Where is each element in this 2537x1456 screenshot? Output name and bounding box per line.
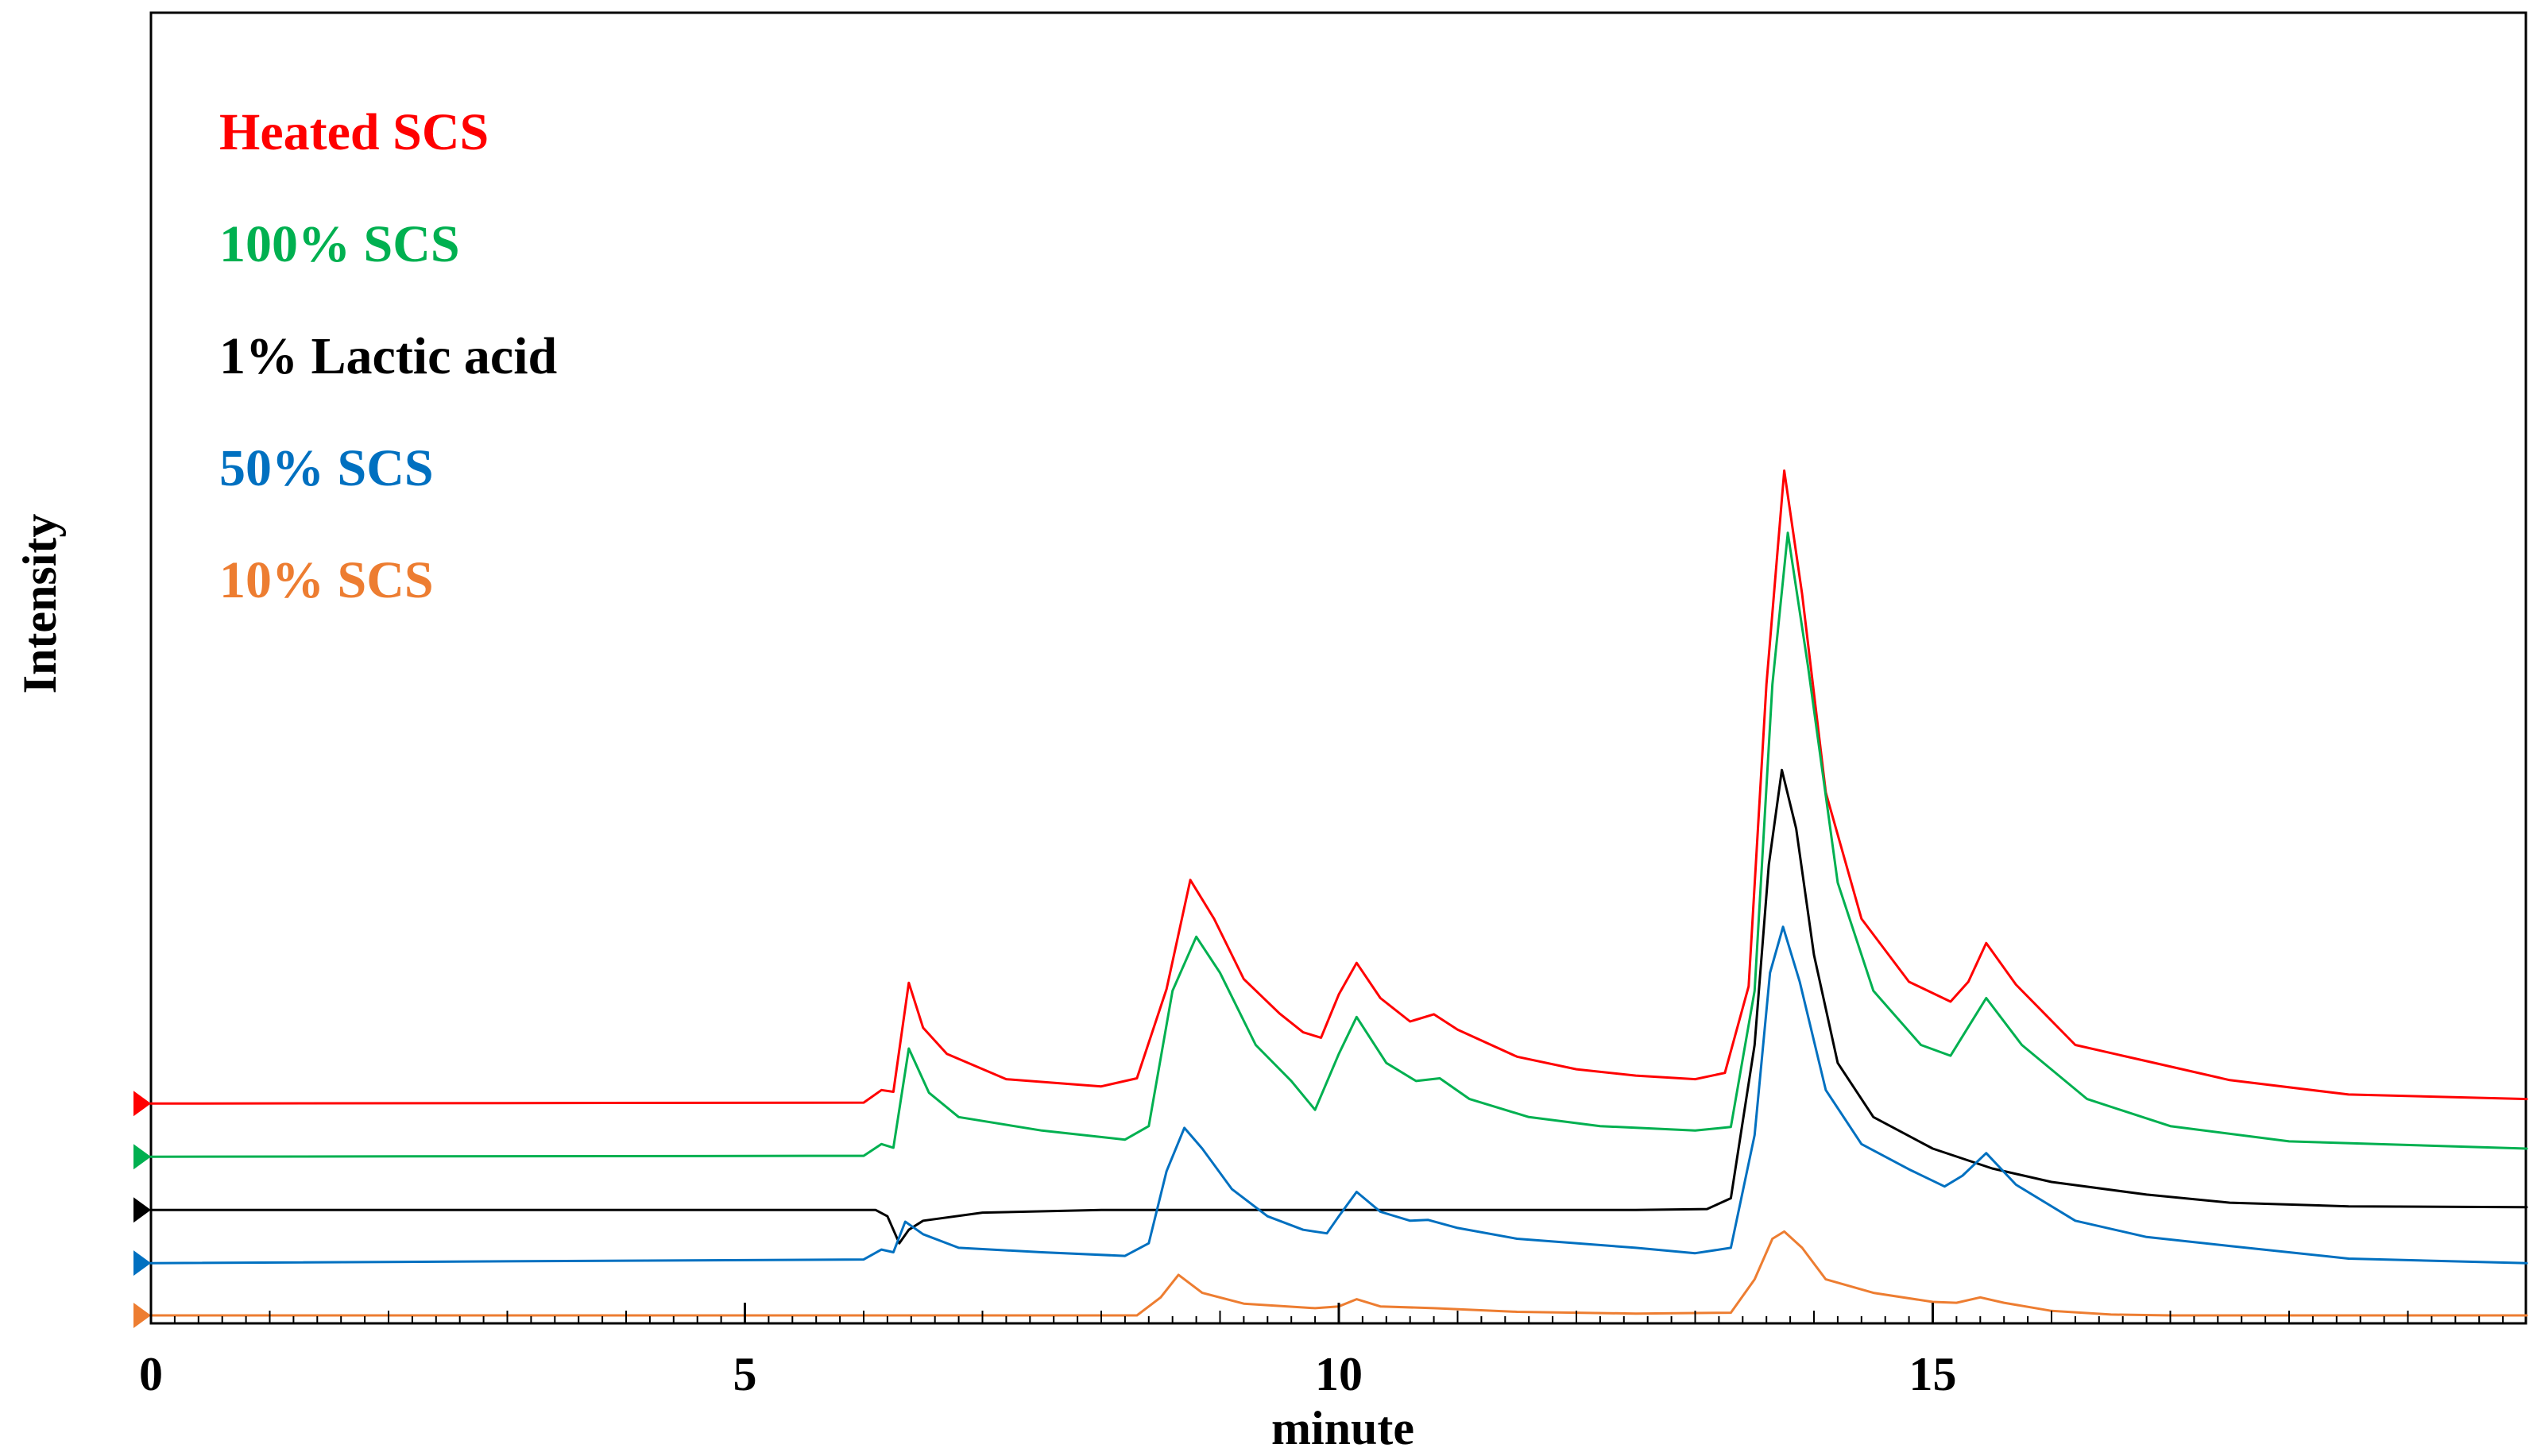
x-axis-tick-labels: 0 5 10 15 xyxy=(139,1348,1957,1400)
x-tick-label: 15 xyxy=(1909,1348,1957,1400)
baseline-marker-layer xyxy=(133,1091,151,1328)
series-layer xyxy=(149,469,2528,1317)
baseline-marker-0 xyxy=(133,1091,151,1117)
x-tick-label: 10 xyxy=(1315,1348,1363,1400)
series-line-4 xyxy=(149,1230,2528,1317)
x-axis-ticks xyxy=(149,1303,2504,1323)
baseline-marker-3 xyxy=(133,1250,151,1276)
baseline-marker-4 xyxy=(133,1303,151,1328)
legend-entry-1: 100% SCS xyxy=(219,215,460,273)
legend-entry-0: Heated SCS xyxy=(219,103,489,161)
series-line-2 xyxy=(149,768,2528,1245)
series-line-3 xyxy=(149,925,2528,1265)
y-axis-title: Intensity xyxy=(14,514,66,694)
series-line-1 xyxy=(149,531,2528,1158)
x-tick-label: 5 xyxy=(733,1348,757,1400)
baseline-marker-2 xyxy=(133,1197,151,1223)
baseline-marker-1 xyxy=(133,1144,151,1170)
x-axis-title: minute xyxy=(1271,1402,1414,1454)
legend-entry-4: 10% SCS xyxy=(219,551,434,609)
x-tick-label: 0 xyxy=(139,1348,163,1400)
legend-entry-3: 50% SCS xyxy=(219,439,434,497)
legend-entry-2: 1% Lactic acid xyxy=(219,327,557,385)
series-line-0 xyxy=(149,469,2528,1105)
legend: Heated SCS 100% SCS 1% Lactic acid 50% SCS 1… xyxy=(219,103,557,609)
